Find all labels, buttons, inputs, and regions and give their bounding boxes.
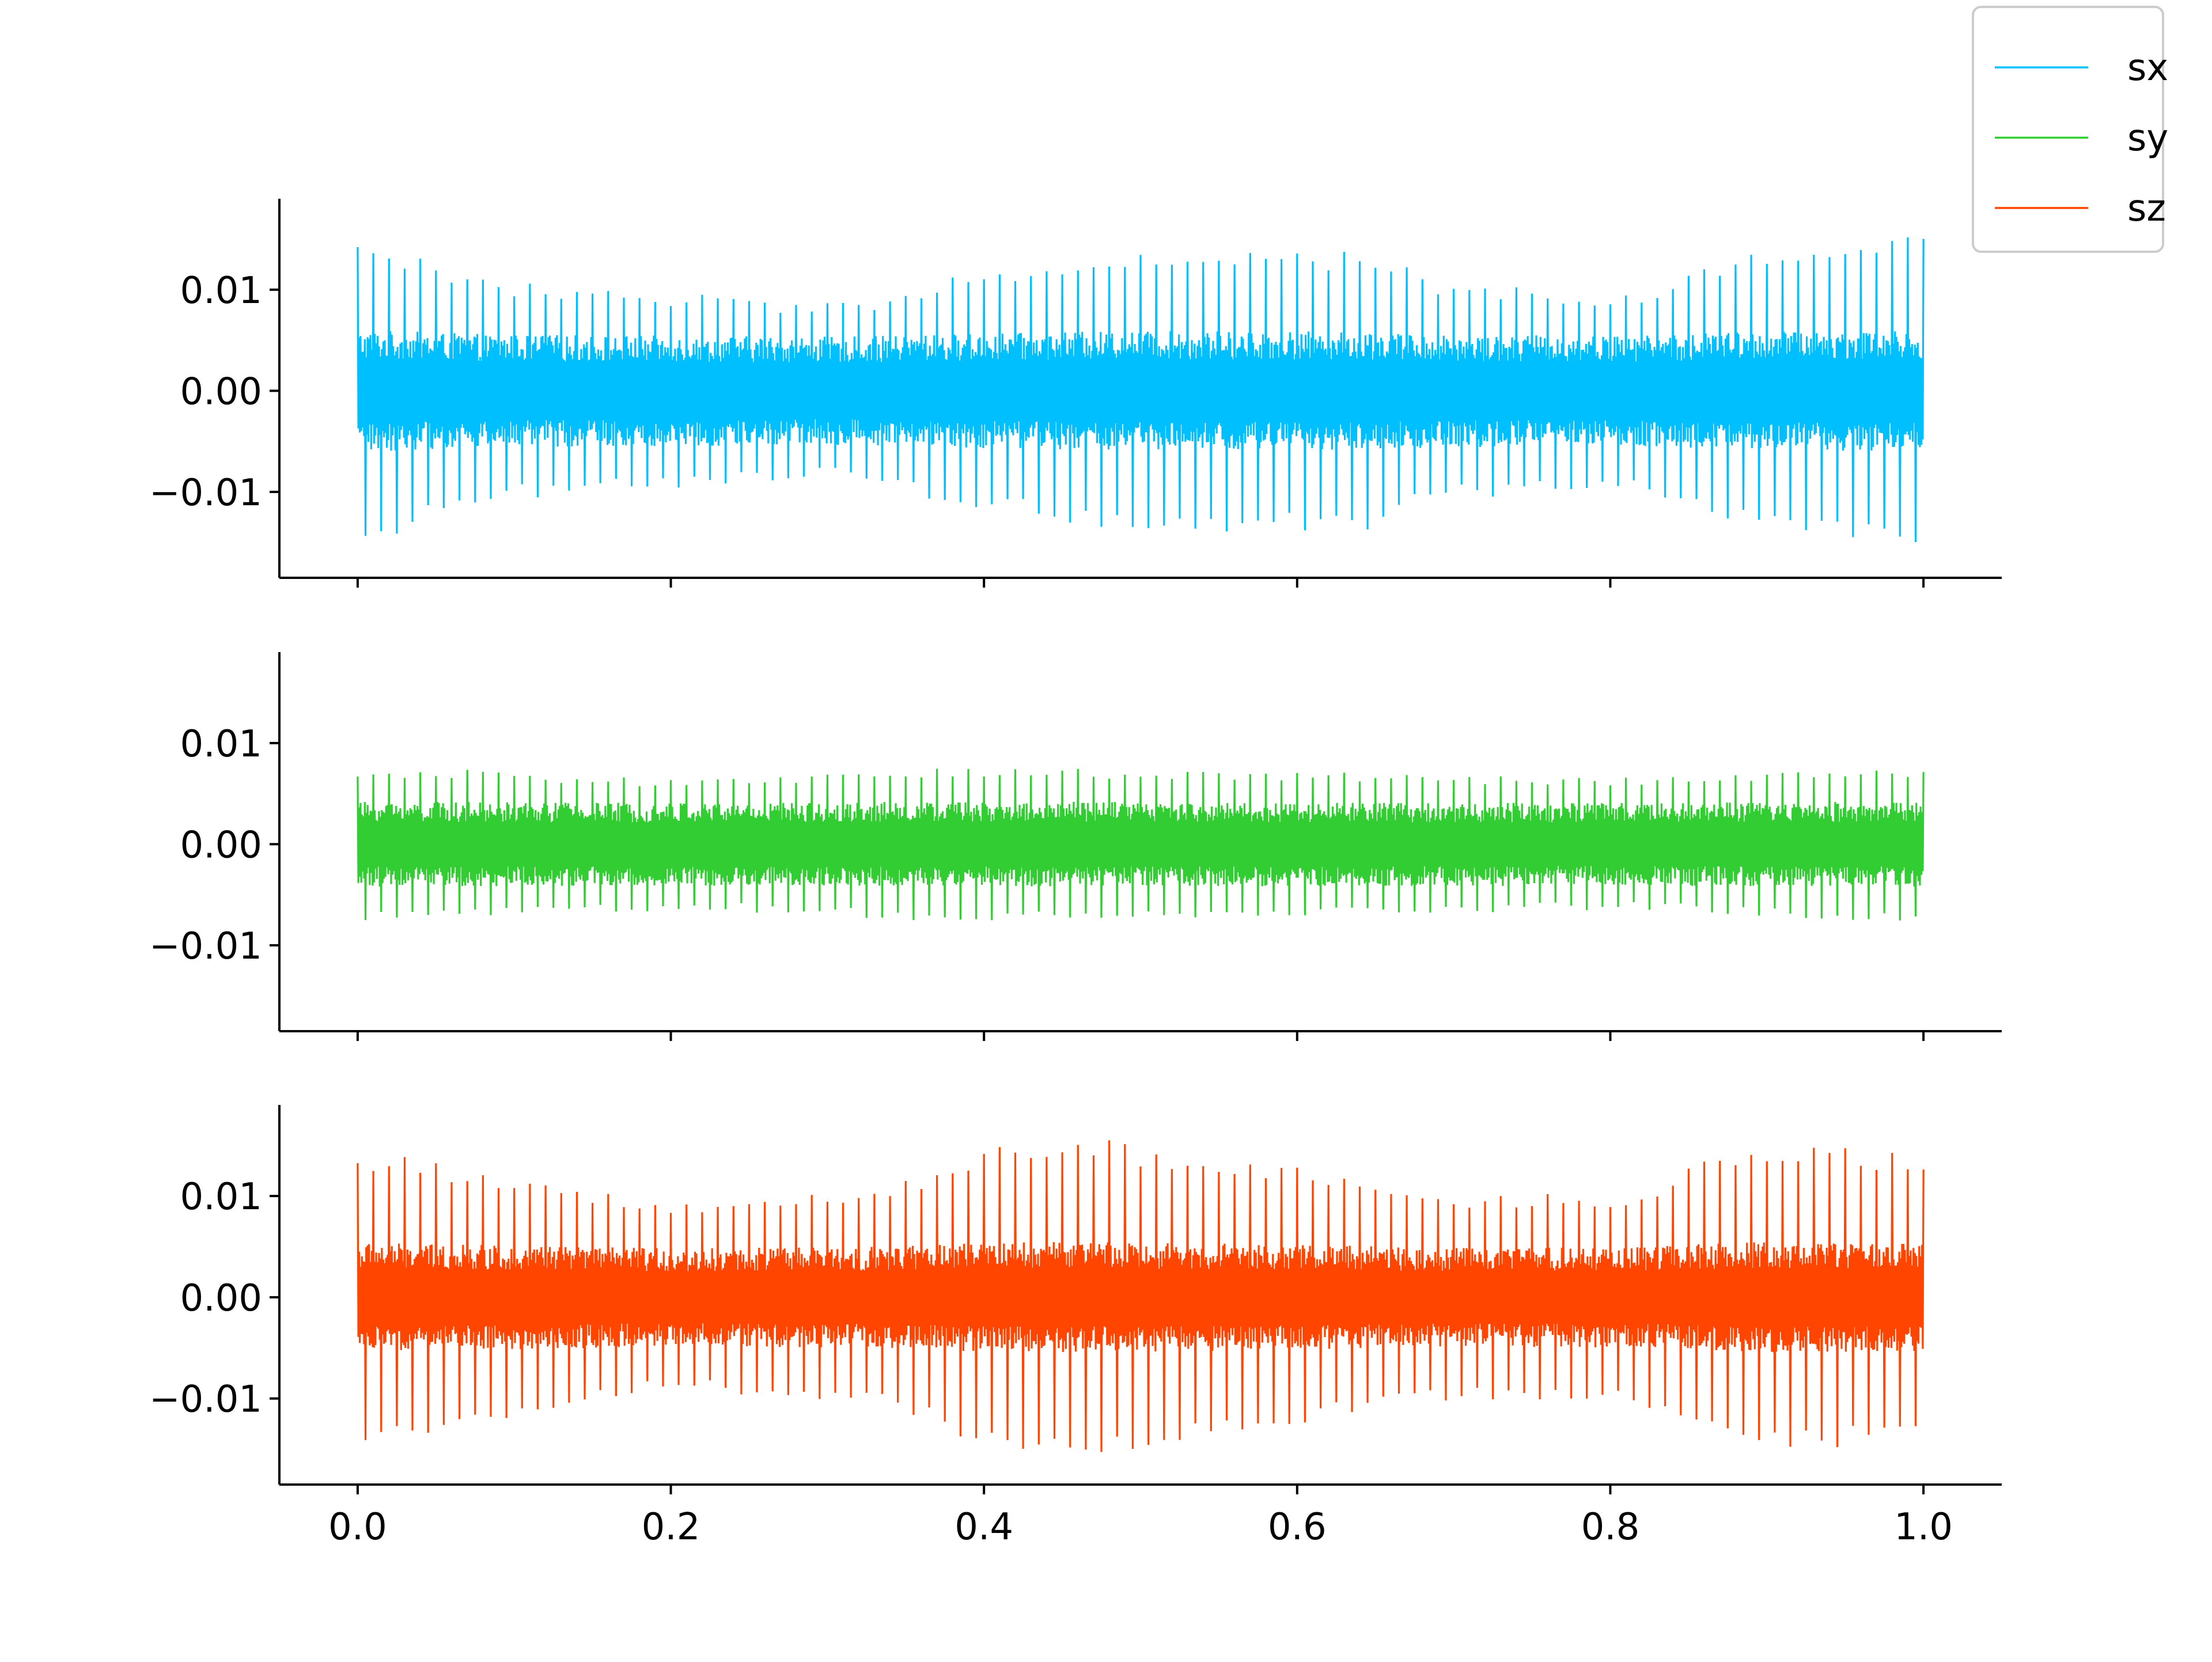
y-tick-label: 0.01 xyxy=(180,270,263,312)
x-tick-label: 0.8 xyxy=(1581,1506,1640,1549)
y-tick-label: 0.00 xyxy=(180,1277,263,1320)
x-tick-label: 0.2 xyxy=(642,1506,700,1549)
legend-label-sx: sx xyxy=(2127,47,2168,89)
legend-label-sy: sy xyxy=(2127,117,2168,160)
series-sx-line xyxy=(357,237,1925,543)
y-tick-label: −0.01 xyxy=(149,925,262,968)
y-tick-label: 0.01 xyxy=(180,723,263,766)
x-tick-label: 0.4 xyxy=(955,1506,1013,1549)
series-sy-line xyxy=(357,768,1925,921)
subplot-2: −0.01 0.00 0.01 xyxy=(149,652,2002,1041)
x-tick-label: 0.0 xyxy=(328,1506,387,1549)
y-tick-label: −0.01 xyxy=(149,1379,262,1421)
legend-label-sz: sz xyxy=(2127,187,2166,230)
x-tick-label: 0.6 xyxy=(1268,1506,1327,1549)
series-sz-line xyxy=(357,1140,1925,1452)
y-tick-label: 0.00 xyxy=(180,824,263,866)
legend: sx sy sz xyxy=(1972,6,2168,253)
y-tick-label: 0.00 xyxy=(180,370,263,413)
subplot-3: −0.01 0.00 0.01 0.0 0.2 0.4 0.6 0.8 1.0 xyxy=(149,1105,2002,1549)
y-tick-label: 0.01 xyxy=(180,1176,263,1218)
y-tick-label: −0.01 xyxy=(149,472,262,514)
subplot-1: −0.01 0.00 0.01 xyxy=(149,199,2002,588)
x-tick-label: 1.0 xyxy=(1894,1506,1953,1549)
